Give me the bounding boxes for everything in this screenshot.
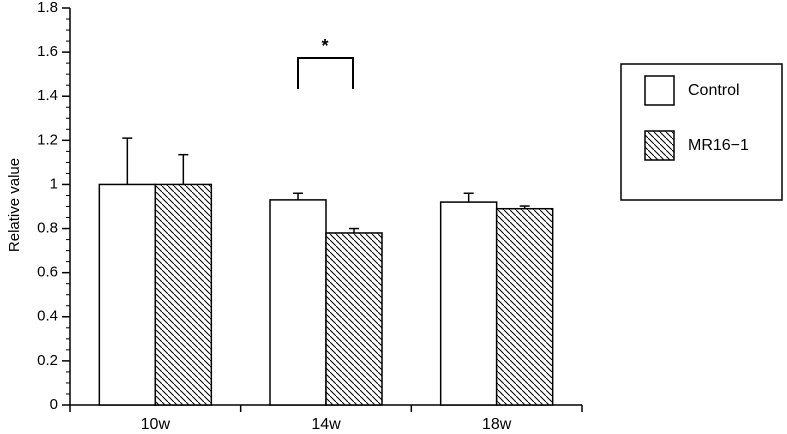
significance-annotation: *	[297, 36, 354, 89]
x-tick-label: 14w	[311, 416, 341, 433]
bar-mr16-1-18w	[495, 207, 554, 406]
error-bars	[122, 137, 530, 233]
y-tick-label: 0.8	[37, 220, 58, 237]
x-tick-label: 18w	[482, 416, 512, 433]
x-tick-label: 10w	[141, 416, 171, 433]
bar-control-18w	[439, 201, 498, 406]
y-tick-label: 1.6	[37, 43, 58, 60]
y-tick-label: 1.8	[37, 0, 58, 16]
legend-label-control: Control	[688, 82, 740, 99]
y-axis: 0 0.2 0.4 0.6 0.8 1 1.2 1.4 1.6 1.8	[37, 0, 71, 413]
bars	[98, 183, 554, 406]
significance-marker: *	[321, 36, 328, 56]
y-tick-label: 0.2	[37, 352, 58, 369]
y-tick-label: 1	[50, 175, 58, 192]
bar-mr16-1-10w	[154, 183, 213, 406]
y-tick-label: 0	[50, 396, 58, 413]
y-tick-label: 0.6	[37, 264, 58, 281]
bar-control-14w	[269, 199, 327, 406]
legend-label-mr16-1: MR16−1	[688, 137, 749, 154]
significance-bracket	[297, 57, 354, 89]
legend: Control MR16−1	[620, 63, 783, 201]
x-axis: 10w 14w 18w	[69, 404, 583, 433]
y-tick-label: 1.4	[37, 87, 58, 104]
y-tick-label: 0.4	[37, 308, 58, 325]
legend-swatch-control	[644, 75, 675, 106]
y-tick-label: 1.2	[37, 131, 58, 148]
bar-control-10w	[98, 183, 157, 406]
legend-swatch-mr16-1	[644, 130, 675, 161]
bar-mr16-1-14w	[325, 232, 383, 406]
y-axis-title: Relative value	[6, 158, 23, 252]
